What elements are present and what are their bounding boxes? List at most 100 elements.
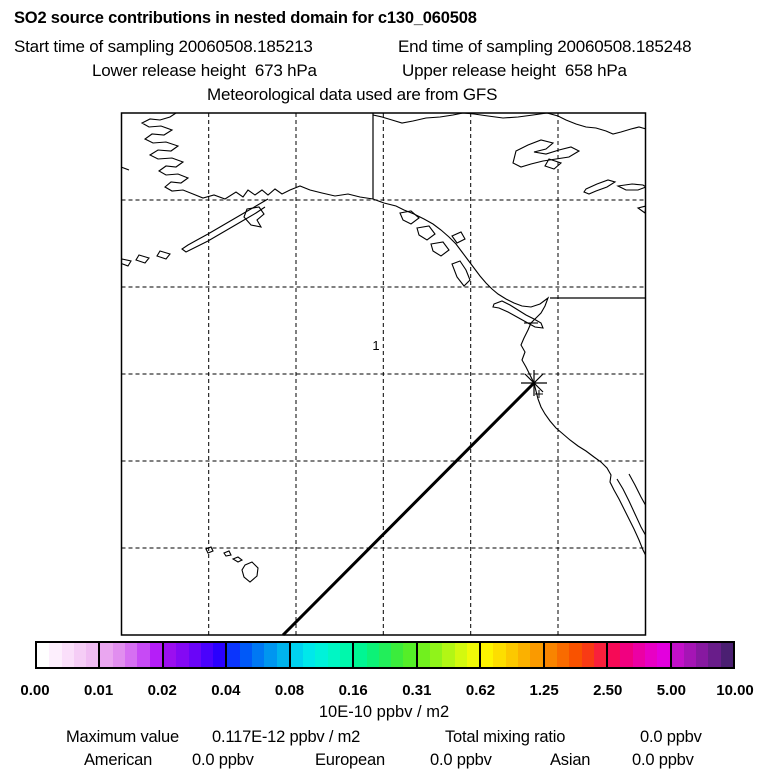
- coastlines-group: [121, 113, 646, 583]
- colorbar-cell: [112, 643, 126, 667]
- colorbar-cell: [227, 643, 240, 667]
- colorbar-cell: [61, 643, 74, 667]
- colorbar-cell: [644, 643, 658, 667]
- region-american-label: American: [84, 751, 153, 769]
- colorbar-cell: [683, 643, 697, 667]
- colorbar-tick-label: 0.02: [147, 682, 177, 699]
- colorbar-tick-label: 0.01: [84, 682, 114, 699]
- colorbar-cell: [37, 643, 50, 667]
- colorbar-cell: [430, 643, 443, 667]
- colorbar-tick-label: 0.62: [465, 682, 496, 699]
- coastline-arctic-north: [372, 113, 646, 135]
- colorbar-cell: [176, 643, 189, 667]
- colorbar-segment: [290, 643, 355, 667]
- met-source-text: Meteorological data used are from GFS: [207, 85, 498, 104]
- colorbar-cell: [556, 643, 570, 667]
- colorbar-segment: [608, 643, 672, 667]
- colorbar-tick-label: 2.50: [593, 682, 623, 699]
- colorbar-cell: [481, 643, 494, 667]
- colorbar-cell: [366, 643, 379, 667]
- colorbar-segment: [417, 643, 482, 667]
- colorbar-cell: [188, 643, 201, 667]
- region-asian-value: 0.0 ppbv: [632, 751, 694, 769]
- kodiak-island: [243, 206, 265, 228]
- colorbar-cell: [340, 643, 353, 667]
- colorbar-cell: [251, 643, 265, 667]
- colorbar-tick-label: 0.16: [338, 682, 368, 699]
- colorbar-cell: [505, 643, 519, 667]
- colorbar-tick-label: 0.31: [402, 682, 432, 699]
- total-ratio-value: 0.0 ppbv: [640, 728, 702, 746]
- colorbar-cell: [708, 643, 721, 667]
- region-european-label: European: [315, 751, 385, 769]
- colorbar-segment: [354, 643, 418, 667]
- colorbar-cell: [354, 643, 367, 667]
- colorbar-cell: [696, 643, 709, 667]
- colorbar-segment: [163, 643, 228, 667]
- vancouver-island: [492, 300, 544, 329]
- colorbar-cell: [569, 643, 582, 667]
- colorbar-cell: [530, 643, 543, 667]
- coastline-alaska-peninsula: [181, 198, 269, 253]
- release-marker: [521, 370, 547, 398]
- colorbar-cell: [290, 643, 304, 667]
- colorbar-cell: [327, 643, 340, 667]
- colorbar-cell: [100, 643, 113, 667]
- colorbar-cell: [466, 643, 480, 667]
- colorbar-tick-label: 5.00: [656, 682, 686, 699]
- region-asian-label: Asian: [550, 751, 591, 769]
- end-time-text: End time of sampling 20060508.185248: [398, 37, 692, 56]
- southeast-alaska-islands: [399, 210, 471, 287]
- coastline-alaska-pacific: [140, 113, 646, 557]
- colorbar-cell: [391, 643, 404, 667]
- map-point-label: 1: [372, 338, 379, 353]
- arctic-islands: [512, 139, 646, 214]
- colorbar-cell: [264, 643, 277, 667]
- region-european-value: 0.0 ppbv: [430, 751, 492, 769]
- max-value: 0.117E-12 ppbv / m2: [212, 728, 361, 746]
- colorbar-cell: [303, 643, 316, 667]
- colorbar: [35, 641, 735, 669]
- region-american-value: 0.0 ppbv: [192, 751, 254, 769]
- colorbar-cell: [86, 643, 99, 667]
- colorbar-cell: [137, 643, 150, 667]
- colorbar-segment: [227, 643, 291, 667]
- colorbar-cell: [49, 643, 62, 667]
- colorbar-cell: [149, 643, 162, 667]
- colorbar-cell: [73, 643, 87, 667]
- colorbar-cell: [213, 643, 226, 667]
- colorbar-cell: [518, 643, 531, 667]
- colorbar-cell: [403, 643, 416, 667]
- colorbar-tick-label: 10.00: [716, 682, 754, 699]
- colorbar-cell: [125, 643, 138, 667]
- colorbar-tick-label: 0.04: [211, 682, 241, 699]
- lat-lon-gridlines: [121, 113, 646, 635]
- colorbar-cell: [442, 643, 455, 667]
- colorbar-cell: [544, 643, 557, 667]
- flight-track-line: [281, 381, 536, 637]
- colorbar-cell: [239, 643, 252, 667]
- colorbar-cell: [417, 643, 431, 667]
- colorbar-cell: [276, 643, 289, 667]
- colorbar-segment: [544, 643, 609, 667]
- aleutian-islands: [121, 166, 171, 267]
- colorbar-segment: [671, 643, 734, 667]
- colorbar-cell: [657, 643, 670, 667]
- colorbar-cell: [200, 643, 214, 667]
- start-time-text: Start time of sampling 20060508.185213: [14, 37, 313, 56]
- colorbar-tick-label: 0.08: [274, 682, 305, 699]
- colorbar-cell: [378, 643, 392, 667]
- colorbar-segment: [481, 643, 545, 667]
- colorbar-tick-label: 1.25: [529, 682, 559, 699]
- colorbar-cell: [671, 643, 684, 667]
- colorbar-cell: [454, 643, 467, 667]
- colorbar-cell: [608, 643, 621, 667]
- colorbar-segment: [100, 643, 164, 667]
- colorbar-tick-label: 0.00: [20, 682, 50, 699]
- colorbar-cell: [593, 643, 607, 667]
- colorbar-cell: [581, 643, 594, 667]
- colorbar-cell: [720, 643, 734, 667]
- hawaii-islands: [205, 546, 259, 583]
- colorbar-cell: [493, 643, 506, 667]
